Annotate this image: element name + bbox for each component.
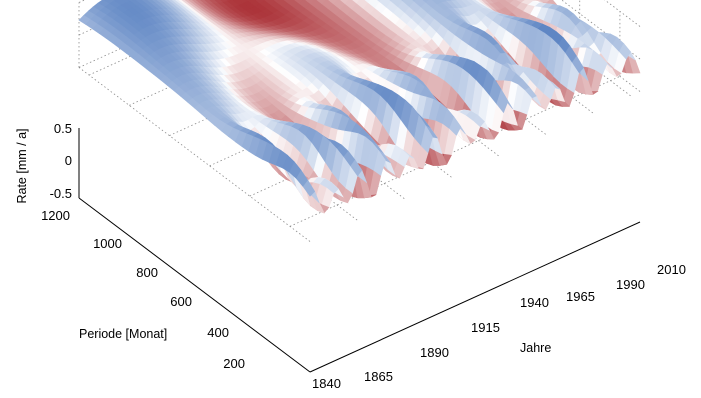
year-tick-label: 1840 xyxy=(312,376,341,391)
surface-patch xyxy=(302,180,316,197)
year-tick-label: 1865 xyxy=(364,369,393,384)
grid-line xyxy=(561,0,641,60)
grid-line xyxy=(78,67,311,242)
year-tick-label: 1940 xyxy=(520,295,549,310)
surface-patch xyxy=(544,0,551,3)
year-tick-label: 1965 xyxy=(566,289,595,304)
surface-layer xyxy=(78,0,641,214)
period-tick-label: 1000 xyxy=(93,236,122,251)
period-tick-label: 400 xyxy=(207,325,229,340)
surface-patch xyxy=(272,0,279,3)
surface-patch xyxy=(363,0,371,4)
period-axis-line xyxy=(78,197,311,373)
z-tick-label: -0.5 xyxy=(50,186,72,201)
year-axis-line xyxy=(309,221,641,373)
surface-patch xyxy=(411,0,417,3)
period-tick-label: 600 xyxy=(170,294,192,309)
year-tick-label: 2010 xyxy=(657,262,686,277)
period-tick-label: 200 xyxy=(223,356,245,371)
period-tick-label: 1200 xyxy=(41,208,70,223)
z-tick-label: 0.5 xyxy=(54,121,72,136)
year-tick-label: 1915 xyxy=(471,320,500,335)
z-tick-label: 0 xyxy=(65,153,72,168)
year-tick-label: 1890 xyxy=(420,345,449,360)
axes-layer: 0.5 0 -0.5 Rate [mm / a] 1200 1000 800 6… xyxy=(15,121,686,391)
z-axis-label: Rate [mm / a] xyxy=(15,128,29,203)
year-tick-label: 1990 xyxy=(616,277,645,292)
period-tick-label: 800 xyxy=(136,265,158,280)
year-axis-label: Jahre xyxy=(520,341,551,355)
period-axis-label: Periode [Monat] xyxy=(79,327,167,341)
